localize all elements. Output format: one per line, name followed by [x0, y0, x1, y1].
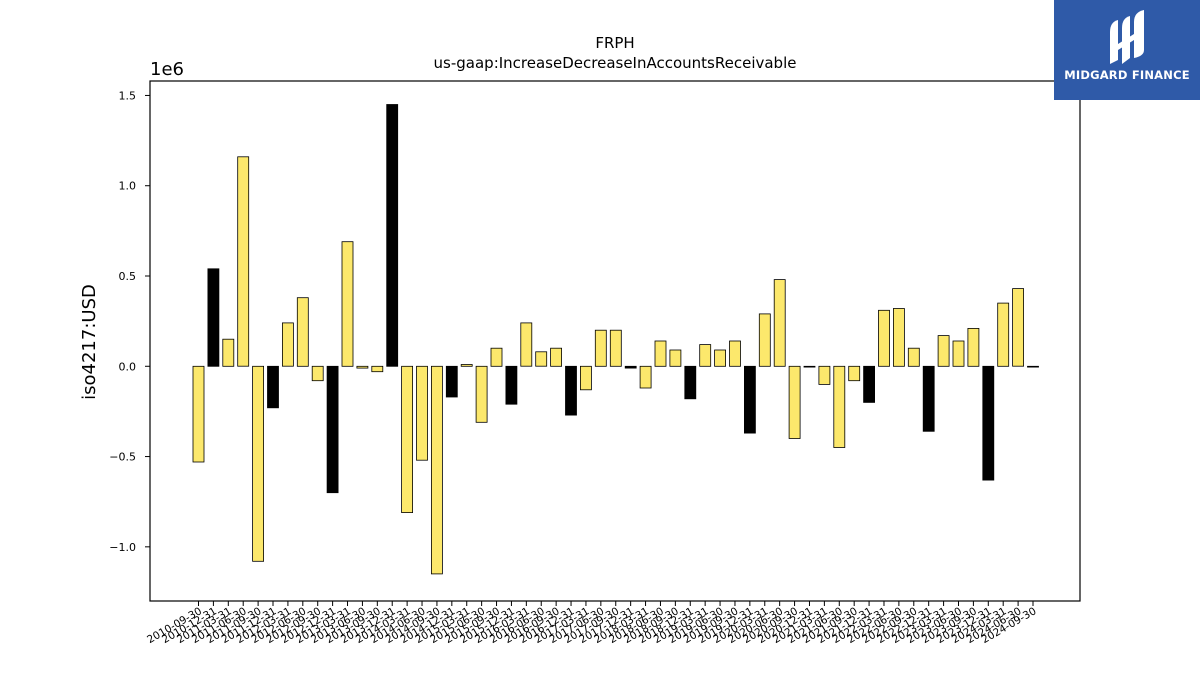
- bar-2023-06-30: [952, 340, 965, 367]
- bar-2014-03-31: [401, 365, 414, 513]
- y-tick-label: 0.5: [119, 270, 137, 283]
- bar-2023-12-31: [982, 365, 995, 481]
- bar-2022-09-30: [907, 347, 920, 367]
- bar-2015-06-30: [475, 365, 488, 423]
- y-axis-label: iso4217:USD: [79, 284, 100, 400]
- bar-2012-12-31: [326, 365, 339, 494]
- bar-2019-03-31: [699, 344, 712, 367]
- y-tick-label: 1.5: [119, 89, 137, 102]
- bar-2017-06-30: [594, 329, 607, 367]
- bar-2022-06-30: [893, 308, 905, 367]
- bar-2022-03-31: [878, 309, 890, 367]
- bar-2014-09-30: [430, 365, 443, 575]
- bar-2015-03-31: [460, 364, 473, 367]
- bar-2024-03-31: [997, 302, 1010, 367]
- bar-2010-12-31: [207, 268, 220, 367]
- midgard-finance-logo: MIDGARD FINANCE: [1054, 0, 1200, 100]
- bar-2020-12-31: [803, 365, 816, 368]
- bar-2019-12-31: [744, 365, 756, 434]
- bar-2015-09-30: [490, 347, 503, 367]
- bar-2021-06-30: [833, 365, 846, 448]
- bar-2023-09-30: [967, 327, 980, 367]
- bar-2017-09-30: [609, 329, 622, 367]
- plot-frame: [149, 80, 1081, 602]
- bar-2023-03-31: [937, 335, 950, 367]
- bar-2024-06-30: [1012, 288, 1024, 367]
- chart-title: FRPH: [595, 34, 634, 52]
- y-tick-label: −0.5: [109, 451, 136, 464]
- y-offset-label: 1e6: [150, 59, 184, 80]
- bar-2024-09-30: [1027, 365, 1039, 368]
- bar-2019-09-30: [729, 340, 741, 367]
- bar-2019-06-30: [714, 349, 726, 367]
- bar-2011-09-30: [252, 365, 265, 562]
- bar-2018-09-30: [669, 349, 682, 367]
- bar-2020-06-30: [773, 279, 786, 367]
- y-ticks: −1.0 −0.5 0.0 0.5 1.0 1.5: [109, 89, 150, 554]
- y-tick-label: −1.0: [109, 541, 136, 554]
- bar-2013-09-30: [371, 365, 384, 373]
- bar-2013-03-31: [341, 241, 354, 367]
- bar-2021-12-31: [863, 365, 875, 403]
- bar-2011-06-30: [237, 156, 250, 367]
- chart-subtitle: us-gaap:IncreaseDecreaseInAccountsReceiv…: [434, 54, 797, 72]
- bar-2016-12-31: [565, 365, 577, 416]
- bar-2016-06-30: [535, 351, 548, 367]
- bar-2015-12-31: [505, 365, 518, 405]
- bar-2017-03-31: [580, 365, 592, 391]
- bar-2011-03-31: [222, 338, 235, 367]
- bar-2012-06-30: [296, 297, 309, 367]
- bar-2020-09-30: [788, 365, 801, 439]
- bar-2010-09-30: [192, 365, 205, 463]
- bar-2020-03-31: [758, 313, 771, 367]
- bars-layer: [192, 104, 1039, 575]
- bar-2018-06-30: [654, 340, 667, 367]
- y-tick-label: 1.0: [119, 180, 137, 193]
- x-ticks: 2010-09-302010-12-312011-03-312011-06-30…: [145, 601, 1039, 646]
- bar-2012-09-30: [311, 365, 324, 382]
- bar-2016-09-30: [550, 347, 562, 367]
- logo-mark-icon: [1110, 10, 1144, 64]
- bar-2012-03-31: [281, 322, 294, 367]
- bar-2011-12-31: [267, 365, 279, 409]
- y-tick-label: 0.0: [119, 360, 137, 373]
- bar-2013-06-30: [356, 365, 369, 369]
- bar-2021-03-31: [818, 365, 831, 385]
- bar-2013-12-31: [386, 104, 399, 367]
- bar-2018-03-31: [639, 365, 652, 389]
- bar-2014-12-31: [445, 365, 458, 398]
- bar-2022-12-31: [922, 365, 935, 432]
- bar-2016-03-31: [520, 322, 533, 367]
- bar-2017-12-31: [624, 365, 637, 369]
- bar-2018-12-31: [684, 365, 697, 400]
- logo-text: MIDGARD FINANCE: [1064, 68, 1190, 82]
- bar-2014-06-30: [416, 365, 428, 461]
- bar-2021-09-30: [848, 365, 861, 382]
